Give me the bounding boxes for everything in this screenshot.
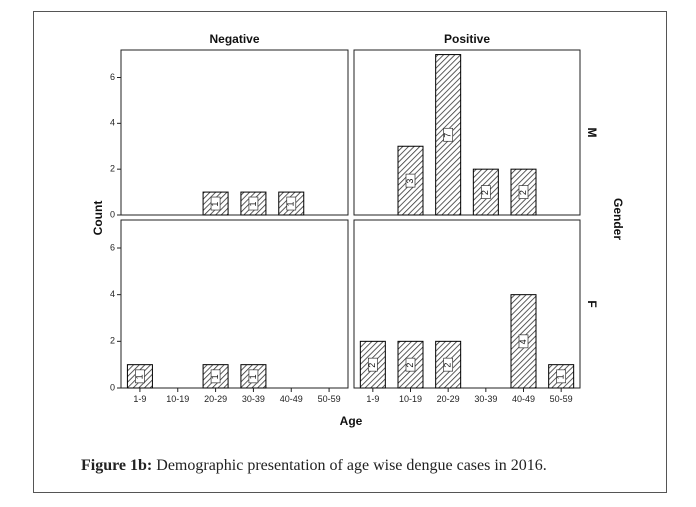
panel-border [353, 219, 581, 389]
data-label: 1 [210, 202, 220, 207]
x-tick-label: 30-39 [474, 394, 497, 404]
x-tick-label: 30-39 [242, 394, 265, 404]
row-label-m: M [585, 128, 599, 138]
column-header-negative: Negative [209, 32, 259, 46]
data-label-box [135, 369, 145, 384]
y-tick-label: 6 [110, 242, 115, 252]
x-tick-label: 1-9 [133, 394, 146, 404]
panel-positive-f: 2 2 2 4 1 1-9 10-19 20-29 30-39 40-49 50-59 [353, 219, 581, 404]
data-label-box [210, 369, 221, 384]
y-tick-label: 2 [110, 164, 115, 174]
data-label: 2 [367, 363, 377, 368]
data-label-box [210, 196, 221, 211]
data-label-box [286, 196, 297, 211]
data-label-box [518, 185, 529, 199]
x-tick-label: 1-9 [366, 394, 379, 404]
panel-positive-m: 3 7 2 2 [353, 49, 581, 216]
panel-border [120, 219, 349, 389]
y-tick-label: 2 [110, 336, 115, 346]
caption-text: Demographic presentation of age wise den… [156, 457, 547, 474]
data-label-box [248, 196, 259, 211]
data-label: 1 [286, 202, 296, 207]
figure-caption: Figure 1b: Demographic presentation of a… [81, 457, 547, 475]
data-label-box [518, 334, 529, 349]
panel-negative-m: 1 1 1 0 2 4 6 [110, 49, 349, 219]
x-tick-label: 20-29 [204, 394, 227, 404]
x-tick-label: 50-59 [318, 394, 341, 404]
data-label: 1 [248, 202, 258, 207]
x-tick-label: 10-19 [166, 394, 189, 404]
caption-label: Figure 1b: [81, 457, 153, 474]
data-label-box [405, 357, 416, 372]
data-label-box [443, 127, 454, 142]
data-label: 7 [443, 133, 453, 138]
data-label: 2 [518, 190, 528, 195]
panel-border [120, 49, 349, 216]
data-label-box [556, 369, 567, 384]
y-tick-label: 0 [110, 382, 115, 392]
panel-border [353, 49, 581, 216]
data-label: 1 [210, 374, 220, 379]
x-tick-label: 40-49 [280, 394, 303, 404]
data-label: 2 [480, 190, 490, 195]
y-tick-label: 6 [110, 72, 115, 82]
row-label-f: F [585, 300, 599, 307]
data-label: 2 [443, 363, 453, 368]
data-label: 2 [405, 363, 415, 368]
x-tick-label: 20-29 [437, 394, 460, 404]
x-tick-label: 50-59 [550, 394, 573, 404]
data-label-box [480, 185, 491, 199]
y-tick-label: 0 [110, 209, 115, 219]
column-header-positive: Positive [444, 32, 490, 46]
y-axis-label: Count [91, 201, 105, 236]
x-tick-label: 40-49 [512, 394, 535, 404]
row-group-label: Gender [611, 198, 625, 240]
panel-negative-f: 1 1 1 0 2 4 6 1-9 10-19 20-29 30-39 40-49 50-59 [110, 219, 349, 404]
figure-frame [33, 11, 667, 493]
y-tick-label: 4 [110, 289, 115, 299]
data-label: 1 [248, 374, 258, 379]
data-label-box [367, 357, 378, 372]
x-tick-label: 10-19 [399, 394, 422, 404]
data-label-box [443, 357, 454, 372]
x-axis-label: Age [340, 414, 363, 428]
data-label-box [405, 173, 416, 188]
data-label: 4 [518, 339, 528, 344]
data-label-box [248, 369, 259, 384]
y-tick-label: 4 [110, 118, 115, 128]
data-label: 3 [405, 179, 415, 184]
data-label: 1 [134, 374, 144, 379]
data-label: 1 [556, 374, 566, 379]
